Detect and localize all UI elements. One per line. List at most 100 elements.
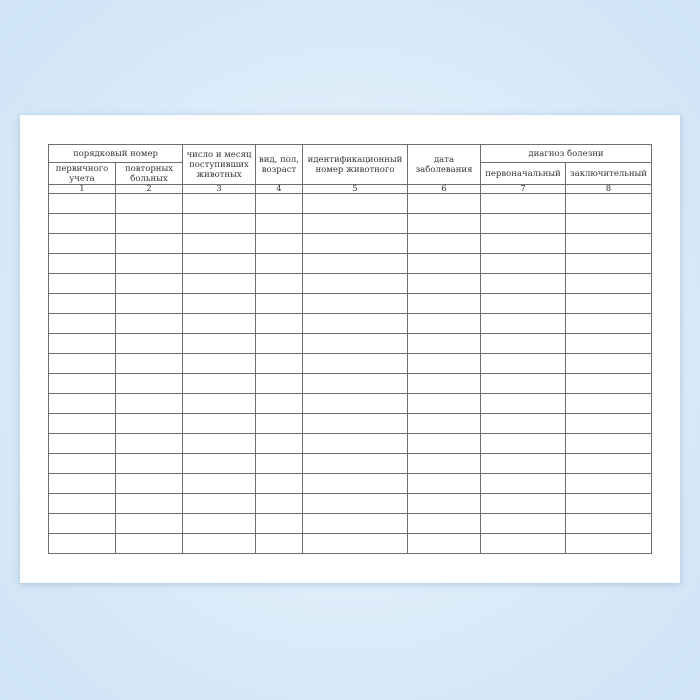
table-cell[interactable] <box>115 213 183 234</box>
table-cell[interactable] <box>115 253 183 274</box>
table-cell[interactable] <box>565 493 652 514</box>
table-cell[interactable] <box>480 533 566 554</box>
table-cell[interactable] <box>302 413 408 434</box>
table-cell[interactable] <box>48 193 116 214</box>
table-cell[interactable] <box>48 513 116 534</box>
table-cell[interactable] <box>480 313 566 334</box>
table-cell[interactable] <box>565 213 652 234</box>
table-cell[interactable] <box>182 413 256 434</box>
table-cell[interactable] <box>255 193 303 214</box>
table-cell[interactable] <box>407 293 481 314</box>
table-cell[interactable] <box>565 533 652 554</box>
table-cell[interactable] <box>480 513 566 534</box>
table-cell[interactable] <box>48 533 116 554</box>
table-cell[interactable] <box>565 193 652 214</box>
table-cell[interactable] <box>255 433 303 454</box>
table-cell[interactable] <box>565 293 652 314</box>
table-cell[interactable] <box>48 293 116 314</box>
table-cell[interactable] <box>407 333 481 354</box>
table-cell[interactable] <box>182 213 256 234</box>
table-cell[interactable] <box>302 333 408 354</box>
table-cell[interactable] <box>407 453 481 474</box>
table-cell[interactable] <box>255 453 303 474</box>
table-cell[interactable] <box>182 233 256 254</box>
table-cell[interactable] <box>48 213 116 234</box>
table-cell[interactable] <box>182 493 256 514</box>
table-cell[interactable] <box>407 433 481 454</box>
table-cell[interactable] <box>302 233 408 254</box>
table-cell[interactable] <box>48 433 116 454</box>
table-cell[interactable] <box>407 533 481 554</box>
table-cell[interactable] <box>480 353 566 374</box>
table-cell[interactable] <box>407 213 481 234</box>
table-cell[interactable] <box>115 473 183 494</box>
table-cell[interactable] <box>565 233 652 254</box>
table-cell[interactable] <box>255 493 303 514</box>
table-cell[interactable] <box>480 233 566 254</box>
table-cell[interactable] <box>480 393 566 414</box>
table-cell[interactable] <box>255 333 303 354</box>
table-cell[interactable] <box>115 313 183 334</box>
table-cell[interactable] <box>480 493 566 514</box>
table-cell[interactable] <box>565 373 652 394</box>
table-cell[interactable] <box>407 253 481 274</box>
table-cell[interactable] <box>255 213 303 234</box>
table-cell[interactable] <box>565 393 652 414</box>
table-cell[interactable] <box>255 473 303 494</box>
table-cell[interactable] <box>115 293 183 314</box>
table-cell[interactable] <box>115 453 183 474</box>
table-cell[interactable] <box>407 493 481 514</box>
table-cell[interactable] <box>48 233 116 254</box>
table-cell[interactable] <box>480 413 566 434</box>
table-cell[interactable] <box>565 253 652 274</box>
table-cell[interactable] <box>115 353 183 374</box>
table-cell[interactable] <box>115 273 183 294</box>
table-cell[interactable] <box>115 513 183 534</box>
table-cell[interactable] <box>48 333 116 354</box>
table-cell[interactable] <box>48 273 116 294</box>
table-cell[interactable] <box>115 413 183 434</box>
table-cell[interactable] <box>115 333 183 354</box>
table-cell[interactable] <box>48 353 116 374</box>
table-cell[interactable] <box>255 253 303 274</box>
table-cell[interactable] <box>48 393 116 414</box>
table-cell[interactable] <box>565 473 652 494</box>
table-cell[interactable] <box>255 533 303 554</box>
table-cell[interactable] <box>565 353 652 374</box>
table-cell[interactable] <box>182 273 256 294</box>
table-cell[interactable] <box>480 333 566 354</box>
table-cell[interactable] <box>302 453 408 474</box>
table-cell[interactable] <box>480 213 566 234</box>
table-cell[interactable] <box>182 533 256 554</box>
table-cell[interactable] <box>407 473 481 494</box>
table-cell[interactable] <box>480 253 566 274</box>
table-cell[interactable] <box>480 193 566 214</box>
table-cell[interactable] <box>255 373 303 394</box>
table-cell[interactable] <box>302 293 408 314</box>
table-cell[interactable] <box>302 473 408 494</box>
table-cell[interactable] <box>480 453 566 474</box>
table-cell[interactable] <box>480 433 566 454</box>
table-cell[interactable] <box>48 493 116 514</box>
table-cell[interactable] <box>480 473 566 494</box>
table-cell[interactable] <box>302 313 408 334</box>
table-cell[interactable] <box>407 193 481 214</box>
table-cell[interactable] <box>255 273 303 294</box>
table-cell[interactable] <box>302 373 408 394</box>
table-cell[interactable] <box>255 393 303 414</box>
table-cell[interactable] <box>302 393 408 414</box>
table-cell[interactable] <box>480 273 566 294</box>
table-cell[interactable] <box>182 453 256 474</box>
table-cell[interactable] <box>565 413 652 434</box>
table-cell[interactable] <box>182 293 256 314</box>
table-cell[interactable] <box>302 353 408 374</box>
table-cell[interactable] <box>182 253 256 274</box>
table-cell[interactable] <box>115 193 183 214</box>
table-cell[interactable] <box>407 373 481 394</box>
table-cell[interactable] <box>302 493 408 514</box>
table-cell[interactable] <box>302 273 408 294</box>
table-cell[interactable] <box>407 353 481 374</box>
table-cell[interactable] <box>182 373 256 394</box>
table-cell[interactable] <box>302 213 408 234</box>
table-cell[interactable] <box>407 273 481 294</box>
